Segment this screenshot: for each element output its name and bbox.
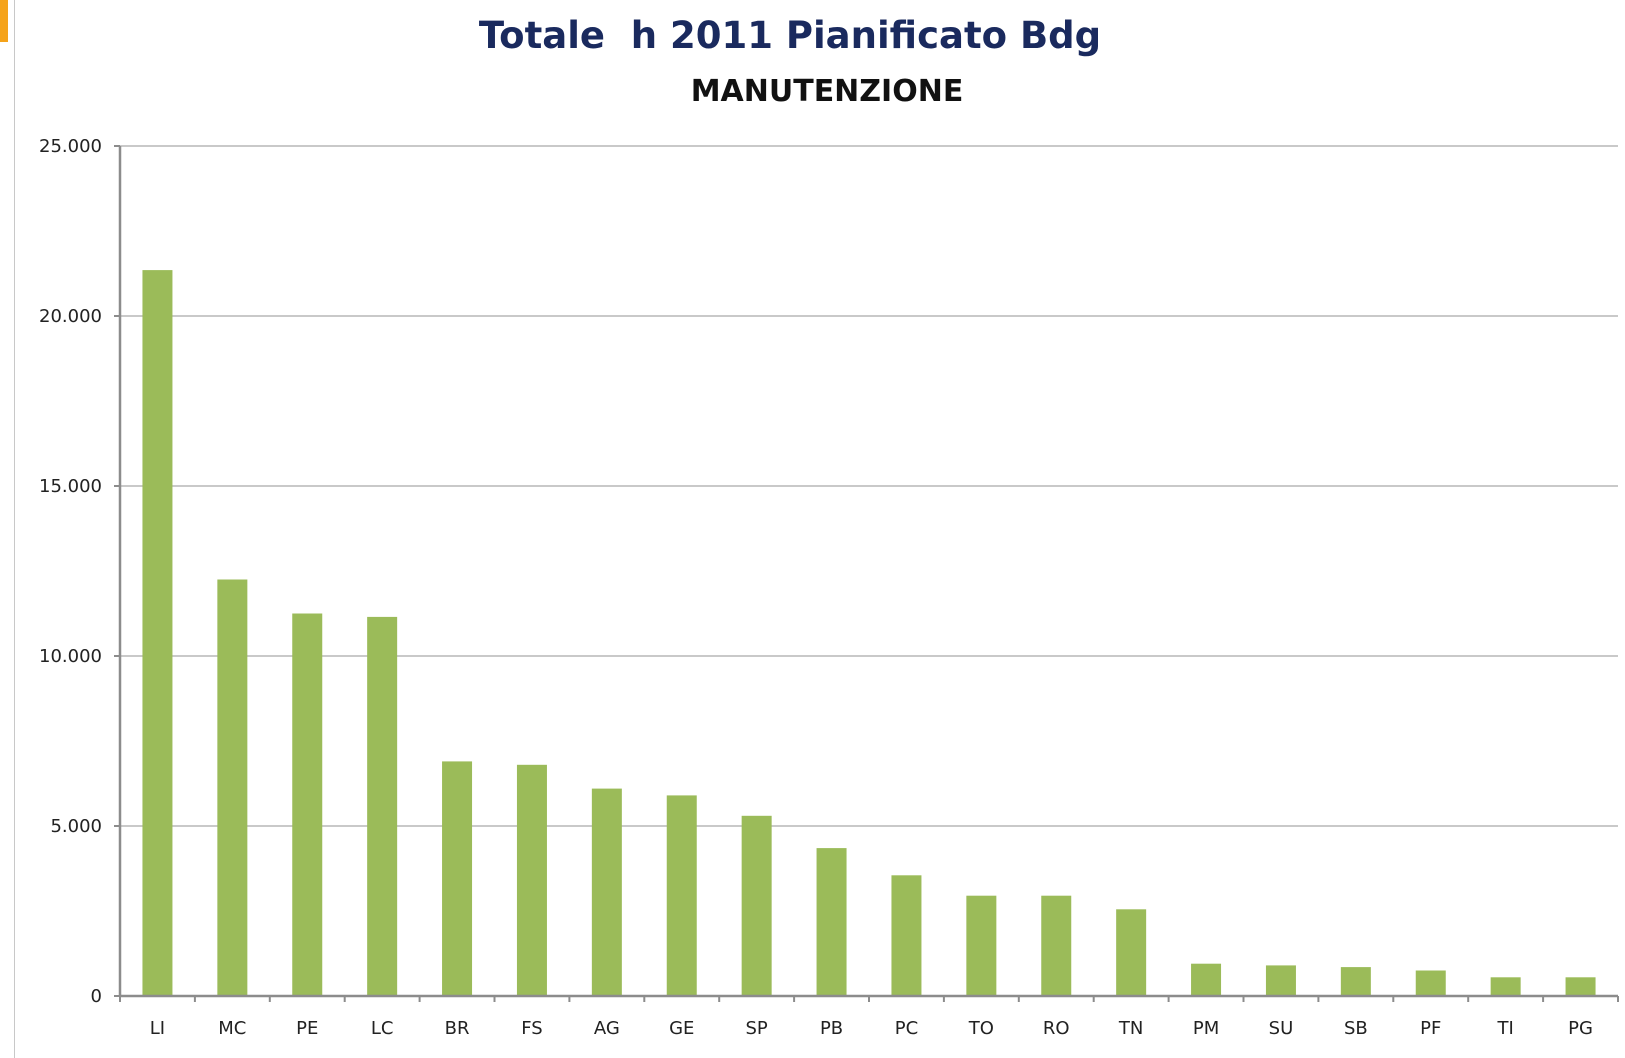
- bar-ge: [666, 795, 697, 996]
- y-tick-label: 20.000: [39, 306, 102, 327]
- bar-to: [966, 895, 997, 996]
- x-tick-label: LI: [150, 1018, 165, 1039]
- bar-ti: [1490, 977, 1521, 996]
- y-tick-label: 15.000: [39, 476, 102, 497]
- x-tick-label: AG: [594, 1018, 620, 1039]
- y-tick-label: 5.000: [50, 816, 102, 837]
- bar-ag: [591, 788, 622, 996]
- bar-pm: [1191, 963, 1222, 996]
- x-tick-label: SP: [746, 1018, 768, 1039]
- x-tick-label: PG: [1568, 1018, 1593, 1039]
- x-tick-label: MC: [218, 1018, 246, 1039]
- x-tick-label: PC: [895, 1018, 918, 1039]
- bar-pb: [816, 848, 847, 996]
- bar-pf: [1415, 970, 1446, 996]
- x-tick-label: PE: [296, 1018, 318, 1039]
- axes: [118, 146, 1618, 998]
- x-tick-label: SB: [1344, 1018, 1368, 1039]
- y-tick-label: 0: [91, 986, 102, 1007]
- x-tick-label: PM: [1193, 1018, 1219, 1039]
- accent-corner-mark: [0, 0, 8, 42]
- x-tick-label: PF: [1420, 1018, 1441, 1039]
- bar-pe: [292, 613, 323, 996]
- x-tick-label: GE: [669, 1018, 694, 1039]
- chart-title: MANUTENZIONE: [691, 74, 964, 109]
- bar-mc: [217, 579, 248, 996]
- bar-ro: [1041, 895, 1072, 996]
- x-axis-ticks: LI MC PE LC BR FS AG GE SP PB PC TO RO TN PM SU SB PF TI PG: [119, 996, 1619, 1039]
- left-border-line: [14, 0, 15, 1058]
- bar-sp: [741, 815, 772, 996]
- bar-su: [1265, 965, 1296, 996]
- bar-pg: [1565, 977, 1596, 996]
- bar-tn: [1116, 909, 1147, 996]
- bar-sb: [1340, 967, 1371, 996]
- x-tick-label: TI: [1496, 1018, 1513, 1039]
- y-tick-label: 10.000: [39, 646, 102, 667]
- x-tick-label: RO: [1043, 1018, 1070, 1039]
- x-tick-label: TN: [1118, 1018, 1143, 1039]
- bar-fs: [516, 764, 547, 996]
- x-tick-label: SU: [1269, 1018, 1294, 1039]
- bar-lc: [367, 616, 398, 996]
- y-axis-ticks: 0 5.000 10.000 15.000 20.000 25.000: [39, 136, 120, 1007]
- bar-pc: [891, 875, 922, 996]
- bars: [142, 270, 1596, 997]
- x-tick-label: BR: [445, 1018, 470, 1039]
- bar-li: [142, 270, 173, 997]
- page-title: Totale h 2011 Pianificato Bdg: [478, 14, 1102, 57]
- x-tick-label: PB: [820, 1018, 843, 1039]
- x-tick-label: TO: [968, 1018, 994, 1039]
- y-tick-label: 25.000: [39, 136, 102, 157]
- x-tick-label: FS: [521, 1018, 542, 1039]
- bar-br: [442, 761, 473, 996]
- gridlines: [120, 145, 1618, 827]
- x-tick-label: LC: [371, 1018, 394, 1039]
